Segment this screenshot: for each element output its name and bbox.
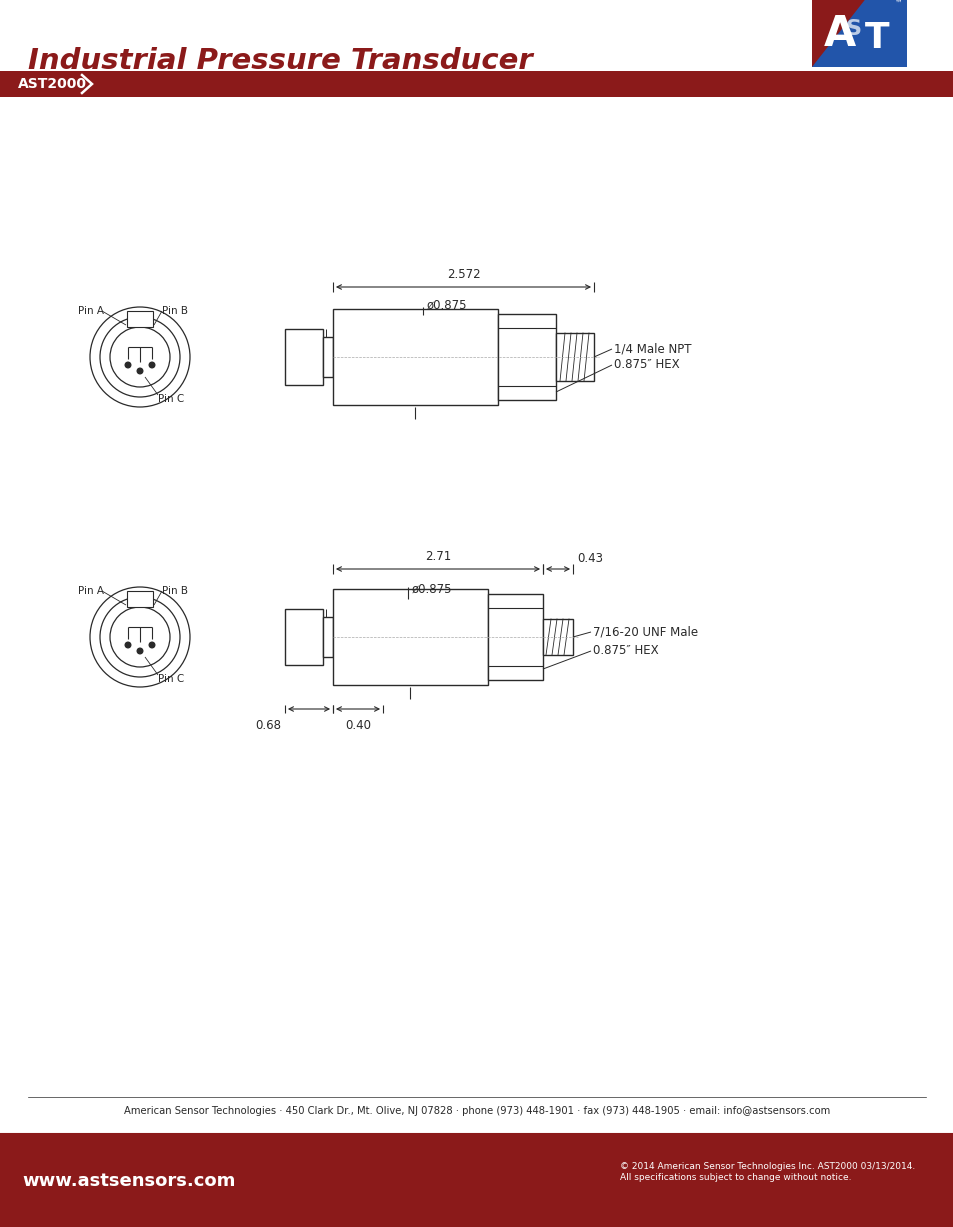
Bar bbox=[323, 617, 333, 656]
Bar bbox=[127, 591, 152, 607]
Text: © 2014 American Sensor Technologies Inc. AST2000 03/13/2014.
All specifications : © 2014 American Sensor Technologies Inc.… bbox=[619, 1162, 914, 1182]
Text: S: S bbox=[844, 18, 861, 39]
Text: T: T bbox=[864, 21, 889, 55]
Circle shape bbox=[149, 642, 154, 648]
Bar bbox=[333, 589, 488, 685]
Bar bbox=[323, 337, 333, 377]
Bar bbox=[497, 314, 556, 400]
Text: 7/16-20 UNF Male: 7/16-20 UNF Male bbox=[593, 626, 698, 638]
Text: American Sensor Technologies · 450 Clark Dr., Mt. Olive, NJ 07828 · phone (973) : American Sensor Technologies · 450 Clark… bbox=[124, 1106, 829, 1117]
Text: 0.875″ HEX: 0.875″ HEX bbox=[593, 644, 658, 658]
Text: 0.68: 0.68 bbox=[254, 719, 281, 733]
Text: A: A bbox=[823, 13, 856, 55]
Circle shape bbox=[137, 368, 143, 374]
Text: Pin C: Pin C bbox=[158, 394, 184, 404]
Text: ø0.875: ø0.875 bbox=[427, 299, 467, 312]
Text: AST2000: AST2000 bbox=[18, 77, 87, 91]
Circle shape bbox=[125, 362, 131, 368]
Circle shape bbox=[149, 362, 154, 368]
Bar bbox=[556, 333, 594, 382]
Text: Pin A: Pin A bbox=[78, 306, 104, 317]
Bar bbox=[488, 594, 542, 680]
Text: 0.40: 0.40 bbox=[345, 719, 371, 733]
Bar bbox=[542, 618, 573, 655]
Bar bbox=[333, 309, 497, 405]
Text: ™: ™ bbox=[895, 0, 902, 9]
Text: 2.71: 2.71 bbox=[424, 550, 451, 563]
Text: 2.572: 2.572 bbox=[446, 267, 479, 281]
Text: ø0.875: ø0.875 bbox=[412, 583, 452, 596]
Circle shape bbox=[125, 642, 131, 648]
Text: 0.43: 0.43 bbox=[577, 552, 602, 564]
Text: Pin A: Pin A bbox=[78, 587, 104, 596]
Text: 0.875″ HEX: 0.875″ HEX bbox=[614, 358, 679, 372]
Circle shape bbox=[137, 648, 143, 654]
Bar bbox=[285, 609, 323, 665]
Text: 1/4 Male NPT: 1/4 Male NPT bbox=[614, 342, 691, 356]
Bar bbox=[811, 0, 906, 67]
Text: Pin B: Pin B bbox=[162, 306, 188, 317]
Text: Pin C: Pin C bbox=[158, 674, 184, 683]
Bar bbox=[127, 310, 152, 328]
Bar bbox=[0, 1135, 953, 1227]
Text: Industrial Pressure Transducer: Industrial Pressure Transducer bbox=[28, 47, 532, 75]
Bar bbox=[0, 71, 953, 97]
Text: Pin B: Pin B bbox=[162, 587, 188, 596]
Text: www.astsensors.com: www.astsensors.com bbox=[22, 1172, 235, 1190]
Bar bbox=[285, 329, 323, 385]
Polygon shape bbox=[811, 0, 866, 67]
